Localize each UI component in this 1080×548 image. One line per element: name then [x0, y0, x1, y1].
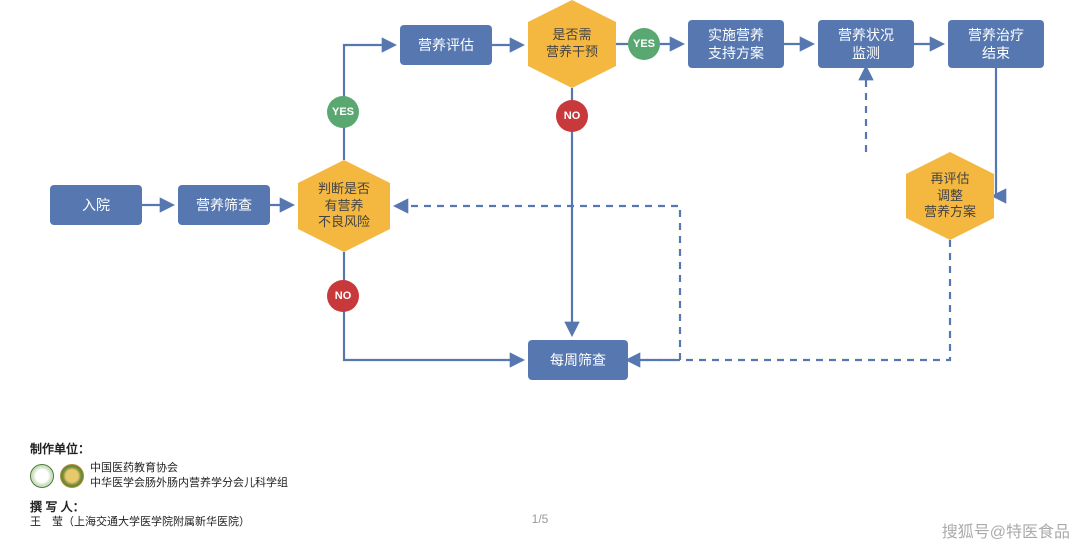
badge-label: NO	[335, 290, 352, 302]
node-admit: 入院	[50, 185, 142, 225]
badge-risk-no: NO	[327, 280, 359, 312]
hex-need: 是否需营养干预	[528, 0, 616, 88]
badge-need-no: NO	[556, 100, 588, 132]
node-label: 实施营养支持方案	[708, 26, 764, 62]
badge-label: YES	[332, 106, 354, 118]
edge-e13	[396, 206, 680, 360]
logo-cmea-icon	[30, 464, 54, 488]
node-monitor: 营养状况监测	[818, 20, 914, 68]
node-label: 营养状况监测	[838, 26, 894, 62]
footer-org1: 中国医药教育协会	[90, 461, 288, 476]
node-weekly: 每周筛查	[528, 340, 628, 380]
edge-e8	[344, 252, 522, 360]
footer-author-label: 撰 写 人：	[30, 498, 288, 515]
node-label: 每周筛查	[550, 351, 606, 369]
node-label: 营养治疗结束	[968, 26, 1024, 62]
hex-label: 判断是否有营养不良风险	[318, 181, 370, 232]
page-number: 1/5	[532, 512, 549, 526]
badge-need-yes: YES	[628, 28, 660, 60]
hex-risk: 判断是否有营养不良风险	[298, 160, 390, 252]
edge-e10	[994, 68, 996, 196]
badge-risk-yes: YES	[327, 96, 359, 128]
footer-org2: 中华医学会肠外肠内营养学分会儿科学组	[90, 476, 288, 491]
badge-label: YES	[633, 38, 655, 50]
node-label: 营养筛查	[196, 196, 252, 214]
watermark: 搜狐号@特医食品	[942, 518, 1070, 542]
badge-label: NO	[564, 110, 581, 122]
footer-author: 王 莹（上海交通大学医学院附属新华医院）	[30, 515, 288, 530]
node-end: 营养治疗结束	[948, 20, 1044, 68]
node-label: 营养评估	[418, 36, 474, 54]
hex-reeval: 再评估调整营养方案	[906, 152, 994, 240]
node-plan: 实施营养支持方案	[688, 20, 784, 68]
footer: 制作单位： 中国医药教育协会 中华医学会肠外肠内营养学分会儿科学组 撰 写 人：…	[30, 440, 288, 530]
node-screen: 营养筛查	[178, 185, 270, 225]
hex-label: 是否需营养干预	[546, 27, 598, 61]
hex-label: 再评估调整营养方案	[924, 171, 976, 222]
node-label: 入院	[82, 196, 110, 214]
edge-e11	[628, 240, 950, 360]
node-assess: 营养评估	[400, 25, 492, 65]
footer-producer-label: 制作单位：	[30, 440, 288, 457]
logo-cspen-icon	[60, 464, 84, 488]
